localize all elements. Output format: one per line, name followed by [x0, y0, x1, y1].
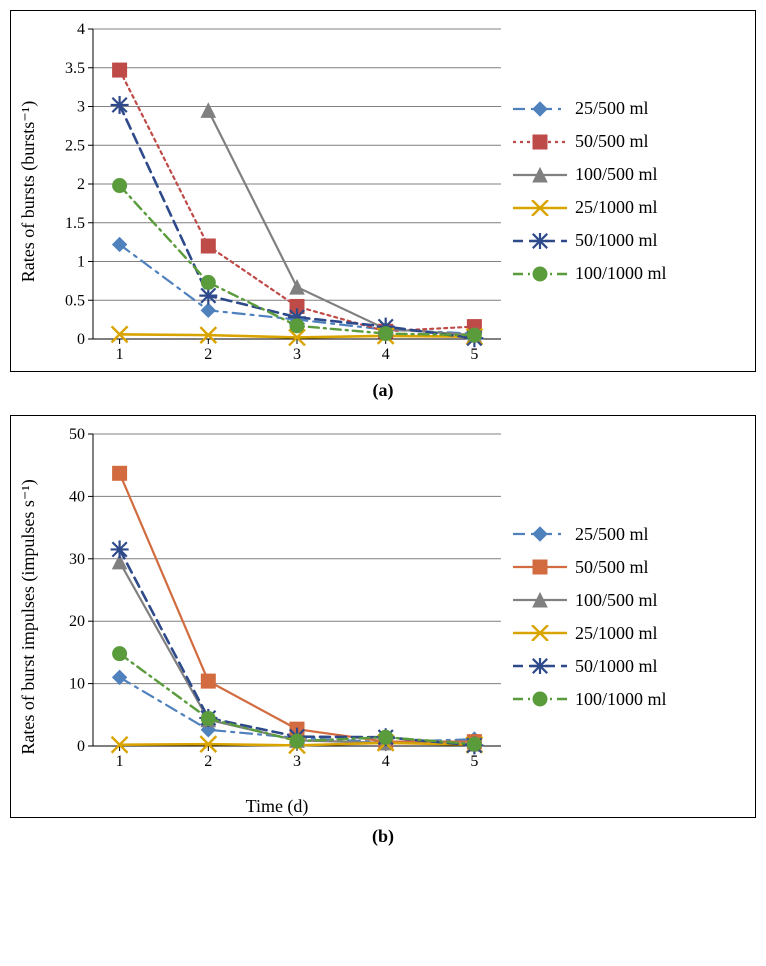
panel-a-caption: (a): [10, 380, 756, 401]
legend-label: 50/500 ml: [575, 557, 649, 578]
legend-swatch-icon: [511, 592, 569, 608]
legend-label: 50/1000 ml: [575, 230, 658, 251]
svg-text:3: 3: [293, 753, 301, 770]
svg-text:3: 3: [77, 99, 85, 116]
legend-label: 25/1000 ml: [575, 623, 658, 644]
legend-item: 50/500 ml: [511, 557, 749, 578]
legend-item: 25/500 ml: [511, 524, 749, 545]
legend-swatch-icon: [511, 559, 569, 575]
panel-b: Rates of burst impulses (impulses s⁻¹) 0…: [10, 415, 756, 818]
svg-text:0.5: 0.5: [65, 292, 85, 309]
svg-text:0: 0: [77, 738, 85, 755]
svg-text:1.5: 1.5: [65, 215, 85, 232]
panel-a-legend: 25/500 ml 50/500 ml 100/500 ml 25/1000 ml 50…: [507, 11, 755, 371]
legend-swatch-icon: [511, 233, 569, 249]
panel-b-legend: 25/500 ml 50/500 ml 100/500 ml 25/1000 ml 50…: [507, 416, 755, 817]
legend-label: 100/500 ml: [575, 590, 658, 611]
legend-item: 100/500 ml: [511, 164, 749, 185]
svg-text:10: 10: [69, 676, 85, 693]
svg-text:2: 2: [77, 176, 85, 193]
panel-a: Rates of bursts (bursts⁻¹) 0 0.5 1 1.5 2 2.5 3…: [10, 10, 756, 372]
legend-swatch-icon: [511, 658, 569, 674]
figure: Rates of bursts (bursts⁻¹) 0 0.5 1 1.5 2 2.5 3…: [0, 0, 766, 881]
legend-label: 50/1000 ml: [575, 656, 658, 677]
legend-label: 25/500 ml: [575, 524, 649, 545]
svg-text:4: 4: [382, 346, 390, 363]
legend-label: 100/1000 ml: [575, 263, 667, 284]
panel-a-ylabel: Rates of bursts (bursts⁻¹): [19, 100, 40, 281]
panel-b-caption: (b): [10, 826, 756, 847]
legend-swatch-icon: [511, 134, 569, 150]
svg-text:2: 2: [204, 346, 212, 363]
legend-item: 50/1000 ml: [511, 656, 749, 677]
legend-swatch-icon: [511, 691, 569, 707]
svg-text:5: 5: [470, 346, 478, 363]
svg-text:0: 0: [77, 331, 85, 348]
legend-item: 50/1000 ml: [511, 230, 749, 251]
svg-text:2.5: 2.5: [65, 137, 85, 154]
panel-a-ylabel-wrap: Rates of bursts (bursts⁻¹): [11, 11, 47, 371]
legend-item: 100/500 ml: [511, 590, 749, 611]
svg-text:1: 1: [116, 346, 124, 363]
panel-b-xlabel: Time (d): [47, 796, 507, 817]
legend-swatch-icon: [511, 625, 569, 641]
svg-text:1: 1: [77, 254, 85, 271]
legend-label: 50/500 ml: [575, 131, 649, 152]
svg-text:2: 2: [204, 753, 212, 770]
panel-b-ylabel-wrap: Rates of burst impulses (impulses s⁻¹): [11, 416, 47, 817]
svg-text:3.5: 3.5: [65, 60, 85, 77]
legend-swatch-icon: [511, 167, 569, 183]
panel-b-ylabel: Rates of burst impulses (impulses s⁻¹): [19, 479, 39, 754]
legend-label: 100/500 ml: [575, 164, 658, 185]
legend-swatch-icon: [511, 200, 569, 216]
legend-swatch-icon: [511, 266, 569, 282]
legend-item: 25/1000 ml: [511, 197, 749, 218]
legend-item: 25/500 ml: [511, 98, 749, 119]
legend-swatch-icon: [511, 101, 569, 117]
svg-text:4: 4: [77, 21, 85, 38]
legend-item: 100/1000 ml: [511, 689, 749, 710]
legend-item: 100/1000 ml: [511, 263, 749, 284]
svg-text:5: 5: [470, 753, 478, 770]
legend-label: 25/500 ml: [575, 98, 649, 119]
panel-b-plot: 0 10 20 30 40 50 1 2 3 4 5: [47, 416, 507, 796]
legend-label: 25/1000 ml: [575, 197, 658, 218]
svg-text:30: 30: [69, 551, 85, 568]
legend-item: 50/500 ml: [511, 131, 749, 152]
svg-text:20: 20: [69, 613, 85, 630]
legend-item: 25/1000 ml: [511, 623, 749, 644]
svg-text:3: 3: [293, 346, 301, 363]
panel-a-plot: 0 0.5 1 1.5 2 2.5 3 3.5 4 1 2 3 4 5: [47, 11, 507, 371]
legend-label: 100/1000 ml: [575, 689, 667, 710]
svg-text:4: 4: [382, 753, 390, 770]
svg-text:1: 1: [116, 753, 124, 770]
svg-text:40: 40: [69, 488, 85, 505]
legend-swatch-icon: [511, 526, 569, 542]
svg-text:50: 50: [69, 426, 85, 443]
